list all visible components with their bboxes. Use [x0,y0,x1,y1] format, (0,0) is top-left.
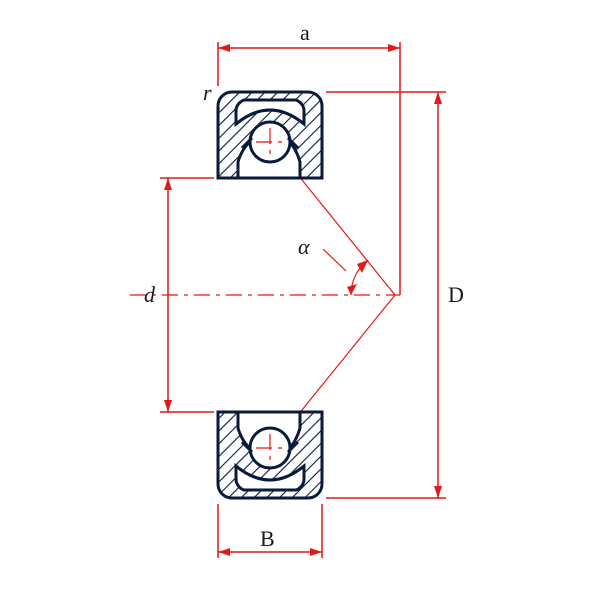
section-bottom [218,412,322,498]
label-r: r [203,80,212,105]
angle-alpha: α [298,234,368,295]
label-alpha: α [298,234,310,259]
dim-b: B [218,504,322,558]
label-a: a [300,20,310,45]
label-d: d [144,282,156,307]
dim-r: r [203,80,212,105]
label-B: B [260,526,275,551]
label-D: D [448,282,464,307]
bearing-diagram: α a [0,0,600,600]
section-top [218,92,322,178]
